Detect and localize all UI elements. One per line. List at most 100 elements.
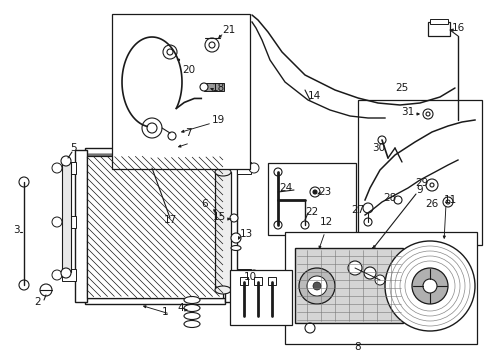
- Circle shape: [168, 132, 176, 140]
- Circle shape: [273, 221, 282, 229]
- Circle shape: [363, 267, 375, 279]
- Text: 27: 27: [351, 205, 364, 215]
- Circle shape: [305, 323, 314, 333]
- Bar: [357, 100, 481, 245]
- Bar: [87, 156, 223, 298]
- Circle shape: [167, 49, 173, 55]
- Circle shape: [301, 221, 308, 229]
- Text: 12: 12: [319, 217, 332, 227]
- Text: 7: 7: [184, 128, 191, 138]
- Text: 29: 29: [414, 178, 427, 188]
- Text: 21: 21: [222, 25, 235, 35]
- Circle shape: [362, 203, 372, 213]
- Text: 17: 17: [163, 215, 176, 225]
- Text: 18: 18: [212, 83, 225, 93]
- Bar: [294, 248, 402, 323]
- Circle shape: [393, 196, 401, 204]
- Text: 4: 4: [177, 303, 183, 313]
- Ellipse shape: [215, 168, 230, 176]
- Bar: [224, 150, 237, 302]
- Bar: [62, 269, 76, 281]
- Text: 3: 3: [13, 225, 19, 235]
- Text: 26: 26: [424, 199, 437, 209]
- Circle shape: [248, 270, 259, 280]
- Circle shape: [411, 268, 447, 304]
- Bar: [112, 14, 249, 169]
- Text: 9: 9: [415, 185, 422, 195]
- Circle shape: [363, 218, 371, 226]
- Circle shape: [208, 42, 215, 48]
- Bar: [253, 277, 262, 285]
- Bar: [285, 232, 476, 344]
- Circle shape: [312, 282, 320, 290]
- Bar: [429, 19, 447, 24]
- Bar: [240, 277, 247, 285]
- Circle shape: [425, 112, 429, 116]
- Text: 31: 31: [400, 107, 413, 117]
- Circle shape: [52, 270, 62, 280]
- Bar: [237, 269, 250, 281]
- Circle shape: [384, 241, 474, 331]
- Text: 11: 11: [443, 195, 456, 205]
- Ellipse shape: [230, 246, 241, 251]
- Circle shape: [445, 200, 449, 204]
- Circle shape: [52, 163, 62, 173]
- Ellipse shape: [183, 320, 200, 328]
- Circle shape: [230, 233, 241, 243]
- Bar: [62, 216, 76, 228]
- Ellipse shape: [183, 297, 200, 303]
- Bar: [87, 156, 223, 298]
- Bar: [229, 270, 291, 325]
- Text: 5: 5: [70, 143, 77, 153]
- Circle shape: [163, 45, 177, 59]
- Circle shape: [229, 214, 238, 222]
- Ellipse shape: [215, 286, 230, 294]
- Text: 23: 23: [317, 187, 330, 197]
- Text: 2: 2: [35, 297, 41, 307]
- Circle shape: [347, 261, 361, 275]
- Circle shape: [442, 197, 452, 207]
- Circle shape: [309, 187, 319, 197]
- Text: 25: 25: [395, 83, 408, 93]
- Circle shape: [374, 275, 384, 285]
- Circle shape: [40, 284, 52, 296]
- Text: 13: 13: [240, 229, 253, 239]
- Bar: [85, 148, 224, 154]
- Circle shape: [422, 279, 436, 293]
- Bar: [215, 172, 230, 290]
- Circle shape: [19, 177, 29, 187]
- Circle shape: [248, 163, 259, 173]
- Bar: [85, 298, 224, 304]
- Circle shape: [306, 276, 326, 296]
- Bar: [203, 83, 224, 91]
- Text: 19: 19: [212, 115, 225, 125]
- Text: 16: 16: [451, 23, 464, 33]
- Circle shape: [298, 268, 334, 304]
- Circle shape: [142, 118, 162, 138]
- Circle shape: [200, 83, 207, 91]
- Text: 10: 10: [243, 272, 256, 282]
- Text: 15: 15: [212, 212, 225, 222]
- Circle shape: [61, 156, 71, 166]
- Text: 1: 1: [161, 307, 168, 317]
- Text: 20: 20: [182, 65, 195, 75]
- Bar: [267, 277, 275, 285]
- Bar: [427, 22, 449, 36]
- Ellipse shape: [183, 305, 200, 311]
- Circle shape: [147, 123, 157, 133]
- Text: 28: 28: [382, 193, 395, 203]
- Text: 14: 14: [307, 91, 321, 101]
- Bar: [267, 163, 355, 235]
- Ellipse shape: [183, 312, 200, 320]
- Circle shape: [312, 190, 316, 194]
- Bar: [85, 154, 224, 156]
- Circle shape: [273, 168, 282, 176]
- Bar: [62, 162, 76, 174]
- Circle shape: [52, 217, 62, 227]
- Text: 8: 8: [354, 342, 361, 352]
- Circle shape: [377, 136, 385, 144]
- Circle shape: [425, 179, 437, 191]
- Text: 22: 22: [305, 207, 318, 217]
- Text: 6: 6: [201, 199, 207, 209]
- Circle shape: [429, 183, 433, 187]
